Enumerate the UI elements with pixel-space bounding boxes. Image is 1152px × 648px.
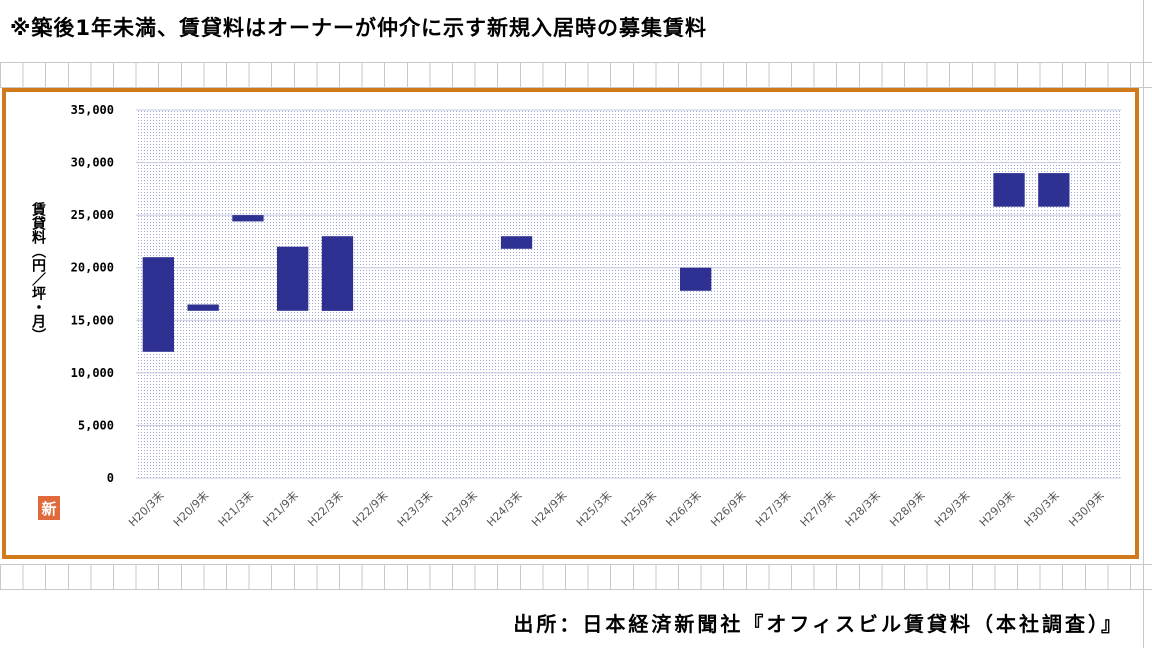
range-bar: [277, 246, 309, 311]
x-tick-label: H27/3末: [752, 488, 793, 529]
range-bars: [142, 173, 1070, 352]
y-tick-label: 20,000: [71, 261, 114, 275]
x-tick-label: H24/9末: [528, 488, 569, 529]
x-tick-label: H22/9末: [349, 488, 390, 529]
x-tick-label: H20/3末: [126, 488, 167, 529]
range-bar: [232, 215, 264, 222]
x-tick-label: H28/9末: [887, 488, 928, 529]
x-tick-label: H20/9末: [170, 488, 211, 529]
y-tick-labels: 0 5,000 10,000 15,000 20,000 25,000 30,000 35,0…: [71, 103, 114, 485]
x-tick-label: H22/3末: [305, 488, 346, 529]
y-tick-label: 5,000: [78, 418, 114, 432]
x-tick-label: H26/3末: [663, 488, 704, 529]
x-tick-label: H29/9末: [976, 488, 1017, 529]
range-bar: [1038, 173, 1070, 207]
grid-lines: [136, 109, 1121, 479]
source-credit: 出所：日本経済新聞社『オフィスビル賃貸料（本社調査）』: [513, 612, 1124, 636]
newspaper-logo-icon: 新: [38, 496, 60, 520]
range-bar: [680, 267, 712, 291]
y-axis-title: 賃貸料（円／坪・月）: [30, 202, 46, 342]
x-tick-label: H28/3末: [842, 488, 883, 529]
x-tick-label: H30/3末: [1021, 488, 1062, 529]
x-tick-label: H30/9末: [1066, 488, 1107, 529]
range-bar: [993, 173, 1025, 207]
y-tick-label: 10,000: [71, 366, 114, 380]
y-tick-label: 25,000: [71, 208, 114, 222]
x-tick-label: H24/3末: [484, 488, 525, 529]
range-bar: [500, 236, 533, 249]
x-tick-label: H26/9末: [708, 488, 749, 529]
y-tick-label: 30,000: [71, 156, 114, 170]
range-bar: [321, 236, 354, 311]
x-tick-label: H25/3末: [573, 488, 614, 529]
x-tick-label: H25/9末: [618, 488, 659, 529]
range-bar: [142, 257, 174, 352]
y-tick-label: 0: [107, 471, 114, 485]
x-tick-label: H29/3末: [931, 488, 972, 529]
x-tick-label: H21/9末: [260, 488, 301, 529]
page-divider: [1143, 0, 1144, 648]
range-bar: [187, 304, 219, 311]
x-tick-labels: H20/3末 H20/9末 H21/3末 H21/9末 H22/3末 H22/9末 H23/…: [126, 488, 1107, 529]
y-tick-label: 15,000: [71, 313, 114, 327]
ruler-top: [0, 62, 1152, 88]
x-tick-label: H23/3末: [394, 488, 435, 529]
chart-note: ※築後1年未満、賃貸料はオーナーが仲介に示す新規入居時の募集賃料: [10, 16, 708, 40]
ruler-bottom: [0, 564, 1152, 590]
y-tick-label: 35,000: [71, 103, 114, 117]
x-tick-label: H21/3末: [215, 488, 256, 529]
x-tick-label: H23/9末: [439, 488, 480, 529]
x-tick-label: H27/9末: [797, 488, 838, 529]
